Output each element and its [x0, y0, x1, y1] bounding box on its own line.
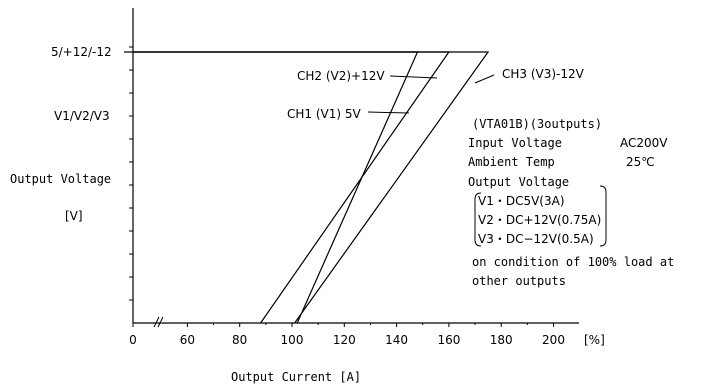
- axis-break-mark: [153, 316, 160, 328]
- series-line-ch1: [133, 51, 419, 324]
- chart-axes: [132, 8, 579, 324]
- series-line-ch2: [133, 51, 451, 324]
- input-voltage-label: Input Voltage: [468, 136, 562, 150]
- ch2-leader-line: [389, 75, 438, 79]
- spec-annotation: (VTA01B)(3outputs) Input Voltage AC200V …: [468, 117, 674, 288]
- x-tick-label: 160: [437, 333, 460, 347]
- series-lines: [133, 51, 490, 324]
- left-brace: [474, 192, 482, 247]
- ambient-temp-label: Ambient Temp: [468, 155, 555, 169]
- output-v1-text: V1・DC5V(3A): [478, 194, 565, 208]
- output-v2-text: V2・DC+12V(0.75A): [478, 213, 601, 227]
- x-axis-title: Output Current [A]: [231, 370, 361, 384]
- x-tick-label: 140: [385, 333, 408, 347]
- series-label-ch2: CH2 (V2)+12V: [297, 69, 385, 83]
- axis-break-mark: [157, 316, 164, 328]
- x-tick-label: 60: [180, 333, 195, 347]
- output-voltage-header: Output Voltage: [468, 175, 569, 189]
- x-axis-ticks: 0 60 80 100 120 140 160 180 200: [129, 323, 565, 347]
- y-axis-title: Output Voltage: [10, 172, 111, 186]
- output-v3-text: V3・DC−12V(0.5A): [478, 232, 594, 246]
- ch1-leader-line: [367, 111, 410, 114]
- series-label-ch3: CH3 (V3)-12V: [502, 67, 585, 81]
- ch3-leader-line: [474, 74, 495, 84]
- ambient-temp-value: 25℃: [626, 155, 655, 169]
- series-leader-lines: [367, 74, 495, 114]
- y-axis-unit: [V]: [65, 209, 83, 223]
- x-tick-label: 80: [232, 333, 247, 347]
- x-tick-label: 180: [490, 333, 513, 347]
- right-brace: [599, 185, 607, 247]
- y-label-v1v2v3: V1/V2/V3: [54, 109, 110, 123]
- input-voltage-value: AC200V: [620, 136, 668, 150]
- x-axis-break: [153, 316, 164, 328]
- model-text: (VTA01B)(3outputs): [472, 117, 602, 131]
- x-tick-label: 200: [542, 333, 565, 347]
- series-line-ch3: [133, 51, 490, 324]
- condition-text-line1: on condition of 100% load at: [472, 255, 674, 269]
- x-axis-unit: [%]: [584, 333, 605, 347]
- y-label-rated: 5/+12/-12: [51, 45, 112, 59]
- y-axis-ticks: [124, 46, 133, 301]
- x-tick-label: 0: [129, 333, 137, 347]
- x-tick-label: 120: [333, 333, 356, 347]
- condition-text-line2: other outputs: [472, 274, 566, 288]
- series-label-ch1: CH1 (V1) 5V: [287, 107, 362, 121]
- x-tick-label: 100: [281, 333, 304, 347]
